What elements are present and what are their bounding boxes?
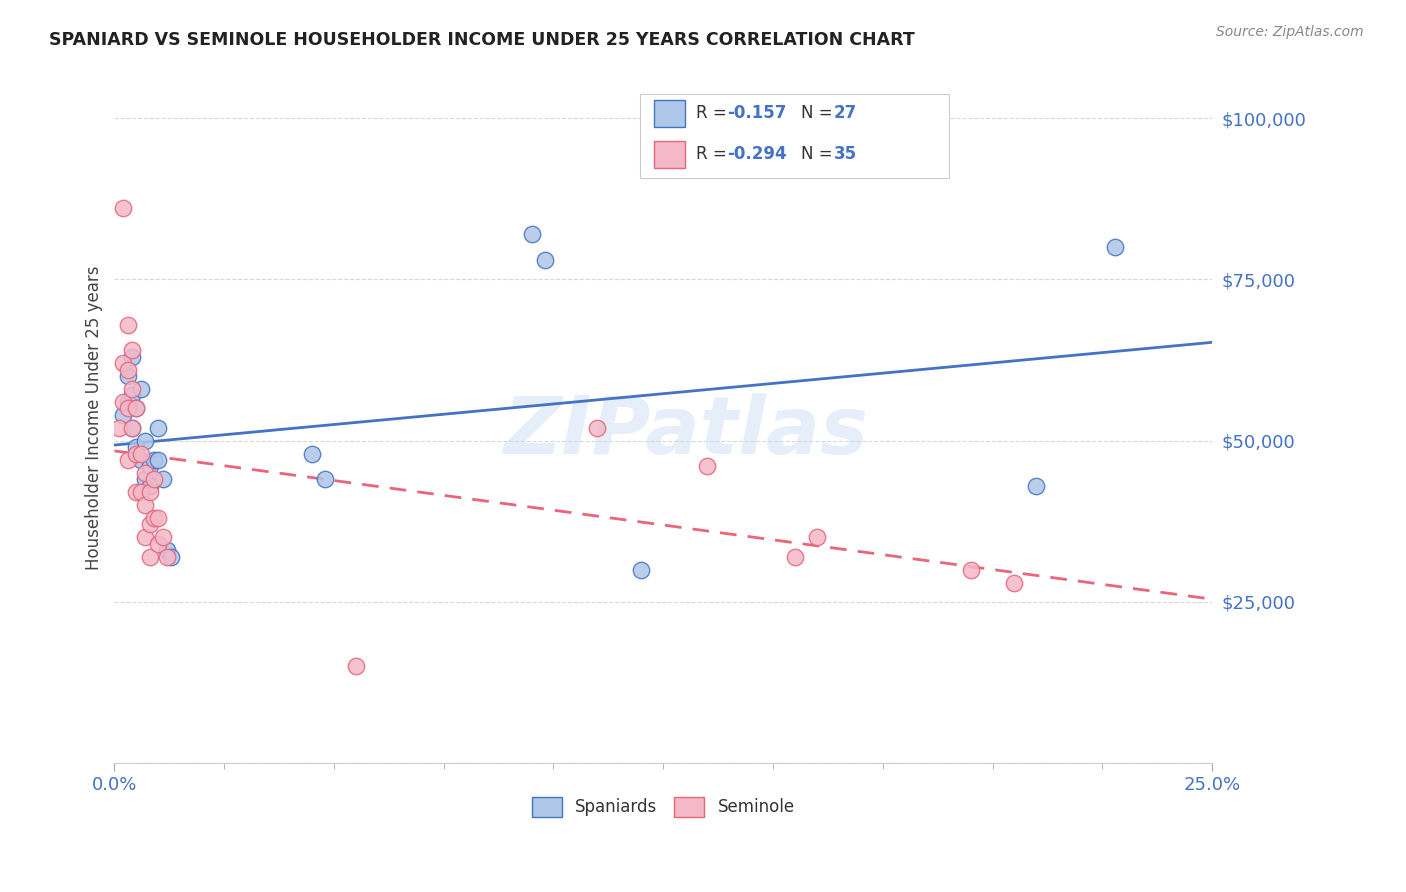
Point [125,440,148,454]
Point [134,466,156,480]
Point [129,453,152,467]
Y-axis label: Householder Income Under 25 years: Householder Income Under 25 years [86,266,103,570]
Point [129,382,152,396]
Point [148,453,170,467]
Point [138,485,160,500]
Point [134,530,156,544]
Point [112,408,135,422]
Point [142,472,165,486]
Text: Source: ZipAtlas.com: Source: ZipAtlas.com [1216,25,1364,39]
Point [117,362,139,376]
Point [142,511,165,525]
Point [148,511,170,525]
Point [129,446,152,460]
Point [138,549,160,564]
Text: N =: N = [801,104,838,122]
Point [117,453,139,467]
Point [696,459,718,474]
Point [117,369,139,384]
Point [125,401,148,416]
Legend: Spaniards, Seminole: Spaniards, Seminole [526,790,801,824]
Point [125,401,148,416]
Point [148,537,170,551]
Text: -0.294: -0.294 [727,145,786,163]
Point [134,434,156,448]
Point [112,202,135,216]
Point [121,343,143,358]
Text: SPANIARD VS SEMINOLE HOUSEHOLDER INCOME UNDER 25 YEARS CORRELATION CHART: SPANIARD VS SEMINOLE HOUSEHOLDER INCOME … [49,31,915,49]
Point [121,350,143,364]
Point [806,530,828,544]
Point [112,356,135,370]
Point [121,421,143,435]
Point [121,382,143,396]
Point [783,549,806,564]
Point [152,472,174,486]
Point [138,517,160,532]
Point [117,401,139,416]
Point [1025,479,1047,493]
Point [152,530,174,544]
Point [117,395,139,409]
Point [134,472,156,486]
Point [959,563,981,577]
Text: R =: R = [696,145,733,163]
Text: N =: N = [801,145,838,163]
Point [134,498,156,512]
Text: 27: 27 [834,104,858,122]
Point [129,485,152,500]
Text: -0.157: -0.157 [727,104,786,122]
Point [630,563,652,577]
Point [121,421,143,435]
Point [344,659,367,673]
Point [125,446,148,460]
Point [138,479,160,493]
Point [138,459,160,474]
Point [301,446,323,460]
Point [160,549,183,564]
Text: 35: 35 [834,145,856,163]
Point [117,318,139,332]
Point [156,549,179,564]
Point [314,472,336,486]
Point [125,485,148,500]
Text: R =: R = [696,104,733,122]
Point [148,421,170,435]
Point [586,421,609,435]
Point [112,395,135,409]
Point [1104,240,1126,254]
Point [156,543,179,558]
Point [121,388,143,402]
Point [142,453,165,467]
Point [520,227,543,242]
Point [1004,575,1026,590]
Point [533,253,555,268]
Point [107,421,129,435]
Text: ZIPatlas: ZIPatlas [503,392,868,471]
